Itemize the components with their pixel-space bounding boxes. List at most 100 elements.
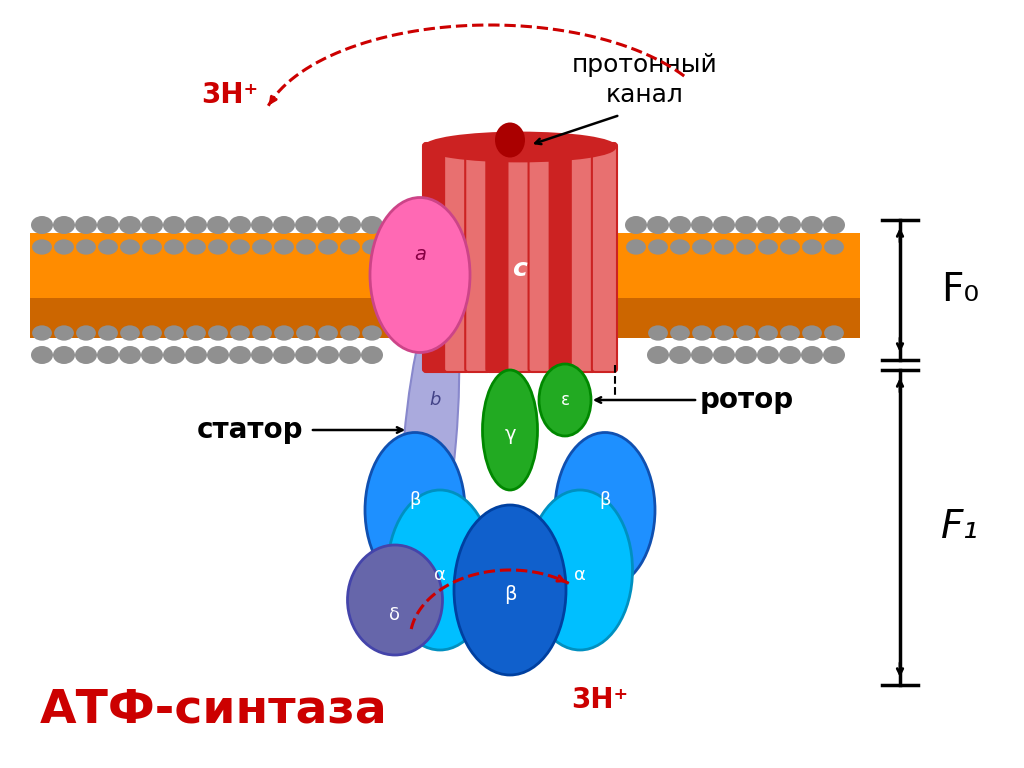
- Ellipse shape: [119, 216, 141, 234]
- FancyBboxPatch shape: [465, 143, 490, 372]
- FancyBboxPatch shape: [425, 145, 615, 370]
- FancyBboxPatch shape: [30, 233, 860, 298]
- Ellipse shape: [208, 240, 228, 255]
- Text: ε: ε: [560, 391, 569, 409]
- Ellipse shape: [163, 346, 185, 364]
- Ellipse shape: [648, 240, 668, 255]
- Ellipse shape: [625, 216, 647, 234]
- Ellipse shape: [32, 240, 52, 255]
- Ellipse shape: [691, 216, 713, 234]
- Ellipse shape: [120, 326, 140, 341]
- Ellipse shape: [339, 346, 361, 364]
- Ellipse shape: [692, 240, 712, 255]
- Ellipse shape: [252, 240, 272, 255]
- Ellipse shape: [780, 326, 800, 341]
- Ellipse shape: [802, 326, 822, 341]
- Ellipse shape: [757, 346, 779, 364]
- Ellipse shape: [669, 216, 691, 234]
- Ellipse shape: [76, 326, 96, 341]
- Ellipse shape: [317, 216, 339, 234]
- Text: β: β: [504, 585, 516, 604]
- Ellipse shape: [365, 432, 465, 588]
- Ellipse shape: [98, 326, 118, 341]
- Text: β: β: [599, 491, 610, 509]
- Ellipse shape: [318, 240, 338, 255]
- Text: 3Н⁺: 3Н⁺: [571, 686, 629, 714]
- Text: ротор: ротор: [700, 386, 795, 414]
- Ellipse shape: [670, 240, 690, 255]
- Ellipse shape: [802, 240, 822, 255]
- Ellipse shape: [185, 346, 207, 364]
- Ellipse shape: [361, 346, 383, 364]
- Ellipse shape: [76, 240, 96, 255]
- Ellipse shape: [31, 216, 53, 234]
- Ellipse shape: [714, 240, 734, 255]
- FancyBboxPatch shape: [508, 143, 532, 372]
- Ellipse shape: [296, 240, 315, 255]
- Ellipse shape: [251, 346, 273, 364]
- Ellipse shape: [647, 346, 669, 364]
- Ellipse shape: [274, 240, 294, 255]
- Ellipse shape: [647, 216, 669, 234]
- Text: γ: γ: [504, 425, 516, 445]
- Ellipse shape: [185, 216, 207, 234]
- Text: α: α: [574, 566, 586, 584]
- Ellipse shape: [75, 346, 97, 364]
- Ellipse shape: [736, 240, 756, 255]
- Ellipse shape: [824, 326, 844, 341]
- Ellipse shape: [801, 216, 823, 234]
- Ellipse shape: [779, 216, 801, 234]
- Ellipse shape: [757, 216, 779, 234]
- Ellipse shape: [186, 326, 206, 341]
- Ellipse shape: [295, 346, 317, 364]
- Ellipse shape: [362, 326, 382, 341]
- Ellipse shape: [31, 346, 53, 364]
- Ellipse shape: [54, 240, 74, 255]
- Ellipse shape: [141, 216, 163, 234]
- Ellipse shape: [119, 346, 141, 364]
- Ellipse shape: [97, 216, 119, 234]
- Ellipse shape: [274, 326, 294, 341]
- Ellipse shape: [555, 432, 655, 588]
- FancyBboxPatch shape: [444, 143, 469, 372]
- Ellipse shape: [758, 240, 778, 255]
- Ellipse shape: [207, 346, 229, 364]
- Ellipse shape: [317, 346, 339, 364]
- Ellipse shape: [454, 505, 566, 675]
- FancyBboxPatch shape: [592, 143, 617, 372]
- Text: c: c: [513, 257, 527, 281]
- Ellipse shape: [229, 216, 251, 234]
- Ellipse shape: [736, 326, 756, 341]
- Ellipse shape: [347, 545, 442, 655]
- Ellipse shape: [142, 326, 162, 341]
- Ellipse shape: [53, 346, 75, 364]
- Ellipse shape: [482, 370, 538, 490]
- Ellipse shape: [230, 240, 250, 255]
- Ellipse shape: [779, 346, 801, 364]
- Ellipse shape: [273, 346, 295, 364]
- Ellipse shape: [296, 326, 315, 341]
- Ellipse shape: [208, 326, 228, 341]
- Ellipse shape: [207, 216, 229, 234]
- Ellipse shape: [370, 197, 470, 353]
- Ellipse shape: [824, 240, 844, 255]
- Text: β: β: [410, 491, 421, 509]
- Ellipse shape: [251, 216, 273, 234]
- Ellipse shape: [648, 326, 668, 341]
- Ellipse shape: [735, 346, 757, 364]
- Ellipse shape: [229, 346, 251, 364]
- Ellipse shape: [75, 216, 97, 234]
- Ellipse shape: [32, 326, 52, 341]
- Ellipse shape: [186, 240, 206, 255]
- Ellipse shape: [340, 326, 359, 341]
- Ellipse shape: [539, 364, 591, 436]
- Text: статор: статор: [197, 416, 303, 444]
- Ellipse shape: [362, 240, 382, 255]
- Ellipse shape: [714, 326, 734, 341]
- Ellipse shape: [669, 346, 691, 364]
- Ellipse shape: [823, 216, 845, 234]
- Ellipse shape: [339, 216, 361, 234]
- Ellipse shape: [425, 133, 615, 161]
- FancyBboxPatch shape: [550, 143, 574, 372]
- Ellipse shape: [340, 240, 359, 255]
